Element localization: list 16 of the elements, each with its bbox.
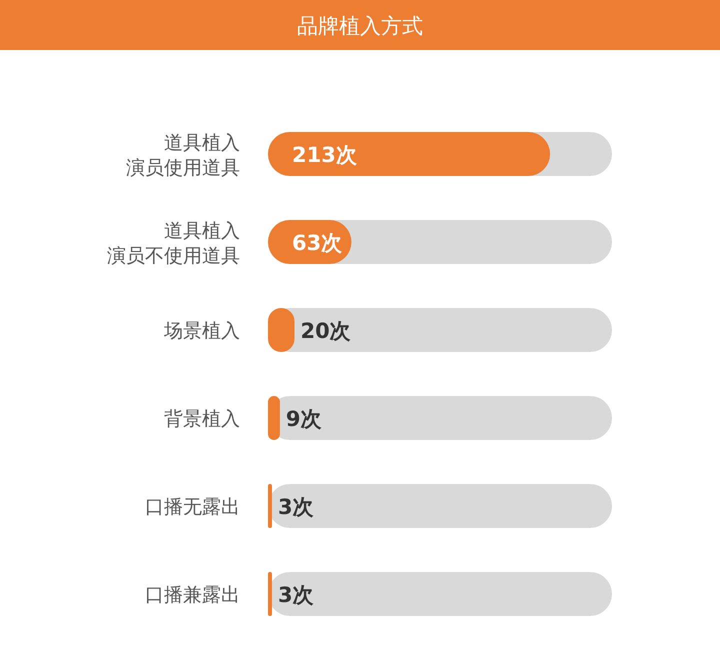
y-tick-label: 道具植入演员使用道具 [126, 132, 240, 179]
y-tick-label: 道具植入演员不使用道具 [107, 220, 240, 267]
y-tick-label: 口播兼露出 [145, 584, 240, 606]
y-tick-label: 背景植入 [164, 408, 240, 430]
data-label: 213次 [292, 143, 358, 167]
data-label: 9次 [286, 407, 323, 431]
data-label: 3次 [278, 583, 315, 607]
data-label: 63次 [292, 231, 344, 255]
y-tick-label: 场景植入 [163, 320, 240, 342]
chart-title: 品牌植入方式 [297, 14, 423, 38]
data-label: 3次 [278, 495, 315, 519]
data-label: 20次 [300, 319, 352, 343]
y-tick-label: 口播无露出 [145, 496, 240, 518]
bar [268, 396, 280, 440]
bar [268, 572, 272, 616]
bar [268, 484, 272, 528]
